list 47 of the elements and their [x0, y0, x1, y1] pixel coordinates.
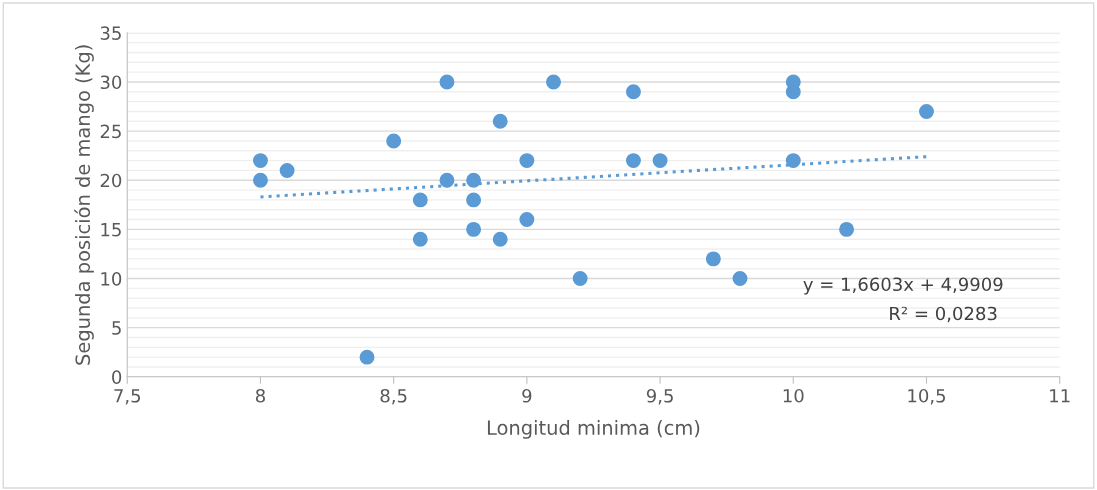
y-tick-label: 10 — [101, 271, 122, 286]
point — [439, 74, 455, 90]
point — [519, 212, 535, 228]
point — [546, 74, 561, 90]
x-tick-label: 8,5 — [380, 388, 407, 405]
point — [919, 103, 934, 119]
x-axis-title: Longitud minima (cm) — [487, 419, 700, 439]
y-tick-label: 20 — [100, 173, 122, 188]
point — [252, 172, 268, 188]
x-tick-label: 10 — [783, 388, 804, 403]
x-tick-label: 8 — [255, 388, 265, 403]
point — [279, 162, 295, 178]
point — [492, 231, 508, 247]
point — [732, 271, 748, 286]
y-axis-title: Segunda posición de mango (Kg) — [74, 45, 94, 365]
y-tick-label: 0 — [112, 370, 122, 384]
x-tick-label: 11 — [1050, 389, 1070, 403]
point — [785, 84, 801, 100]
y-tick-label: 25 — [100, 124, 121, 139]
point — [252, 153, 268, 169]
point — [466, 221, 482, 237]
point — [652, 153, 668, 169]
x-tick-label: 9,5 — [646, 388, 673, 405]
point — [839, 221, 855, 237]
point — [439, 172, 455, 188]
x-tick-label: 7,5 — [114, 389, 141, 405]
point — [412, 231, 428, 247]
annotation: y = 1,6603x + 4,9909 — [803, 277, 1003, 295]
x-tick-label: 9 — [522, 388, 532, 403]
point — [625, 153, 641, 169]
point — [572, 271, 588, 286]
y-tick-label: 5 — [112, 321, 121, 335]
point — [625, 84, 641, 100]
point — [466, 172, 482, 188]
point — [412, 192, 428, 208]
point — [785, 153, 801, 169]
point — [519, 153, 535, 169]
point — [386, 133, 402, 149]
point — [492, 113, 508, 129]
point — [359, 349, 375, 365]
y-tick-label: 30 — [100, 75, 122, 90]
point — [705, 251, 721, 267]
y-tick-label: 35 — [100, 26, 121, 40]
y-tick-label: 15 — [101, 223, 121, 237]
x-tick-label: 10,5 — [908, 388, 946, 405]
point — [466, 192, 482, 208]
annotation: R² = 0,0283 — [890, 306, 997, 323]
